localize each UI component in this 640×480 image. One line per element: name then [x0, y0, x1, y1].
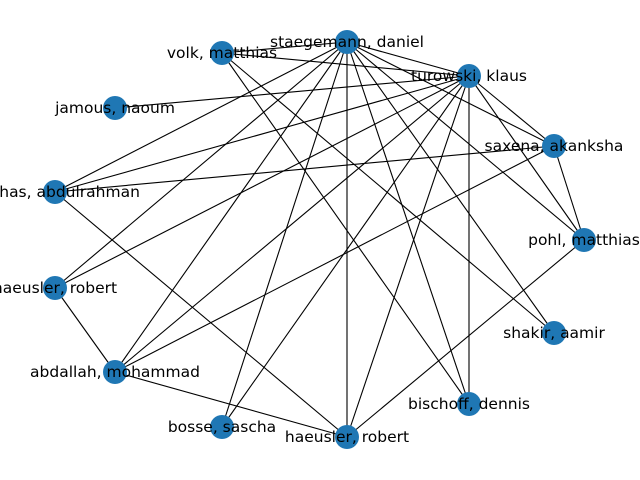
edge-turowski-jamous: [114, 75, 470, 109]
node-turowski[interactable]: [457, 64, 481, 88]
node-staegemann[interactable]: [335, 30, 359, 54]
node-label-bischoff: bischoff, dennis: [408, 395, 530, 413]
edge-turowski-nahhas: [54, 75, 470, 193]
edge-volk-bischoff: [221, 52, 470, 405]
node-haeusler_l[interactable]: [43, 276, 67, 300]
node-label-nahhas: nahhas, abdulrahman: [0, 183, 140, 201]
node-label-pohl: pohl, matthias: [528, 231, 640, 249]
edge-saxena-abdallah: [114, 145, 555, 373]
node-haeusler_b[interactable]: [335, 425, 359, 449]
node-label-staegemann: staegemann, daniel: [270, 33, 424, 51]
edge-staegemann-bischoff: [346, 41, 470, 405]
node-jamous[interactable]: [103, 96, 127, 120]
nodes-layer: [43, 30, 596, 449]
edge-haeusler_l-abdallah: [54, 287, 116, 373]
node-label-shakir: shakir, aamir: [503, 324, 605, 342]
edge-pohl-haeusler_b: [346, 239, 585, 438]
node-bischoff[interactable]: [457, 392, 481, 416]
node-volk[interactable]: [210, 41, 234, 65]
edge-staegemann-turowski: [346, 41, 470, 77]
edge-turowski-abdallah: [114, 75, 470, 373]
node-label-volk: volk, matthias: [167, 44, 277, 62]
node-label-abdallah: abdallah, mohammad: [30, 363, 200, 381]
edge-turowski-bosse: [221, 75, 470, 428]
edge-turowski-haeusler_b: [346, 75, 470, 438]
edge-staegemann-pohl: [346, 41, 585, 241]
edge-staegemann-bosse: [221, 41, 348, 428]
node-saxena[interactable]: [542, 134, 566, 158]
edge-staegemann-volk: [221, 41, 348, 54]
node-abdallah[interactable]: [103, 360, 127, 384]
node-bosse[interactable]: [210, 415, 234, 439]
edge-turowski-volk: [221, 52, 470, 77]
edge-turowski-haeusler_l: [54, 75, 470, 289]
node-label-bosse: bosse, sascha: [168, 418, 276, 436]
node-label-jamous: jamous, naoum: [54, 99, 175, 117]
node-shakir[interactable]: [542, 321, 566, 345]
edge-turowski-pohl: [468, 75, 585, 241]
edge-staegemann-nahhas: [54, 41, 348, 193]
edge-staegemann-shakir: [346, 41, 555, 334]
labels-layer: staegemann, daniel turowski, klaus saxena,…: [0, 33, 640, 446]
node-pohl[interactable]: [572, 228, 596, 252]
edge-turowski-saxena: [468, 75, 555, 147]
edge-nahhas-haeusler_b: [54, 191, 348, 438]
node-nahhas[interactable]: [43, 180, 67, 204]
edge-abdallah-haeusler_b: [114, 371, 348, 438]
edge-saxena-pohl: [553, 145, 585, 241]
node-label-turowski: turowski, klaus: [411, 67, 527, 85]
edge-staegemann-saxena: [346, 41, 555, 147]
edge-staegemann-haeusler_l: [54, 41, 348, 289]
node-label-saxena: saxena, akanksha: [485, 137, 624, 155]
edges-layer: [54, 41, 585, 438]
node-label-haeusler_l: haeusler, robert: [0, 279, 117, 297]
node-label-haeusler_b: haeusler, robert: [285, 428, 409, 446]
edge-volk-shakir: [221, 52, 555, 334]
edge-staegemann-abdallah: [114, 41, 348, 373]
edge-saxena-nahhas: [54, 145, 555, 193]
